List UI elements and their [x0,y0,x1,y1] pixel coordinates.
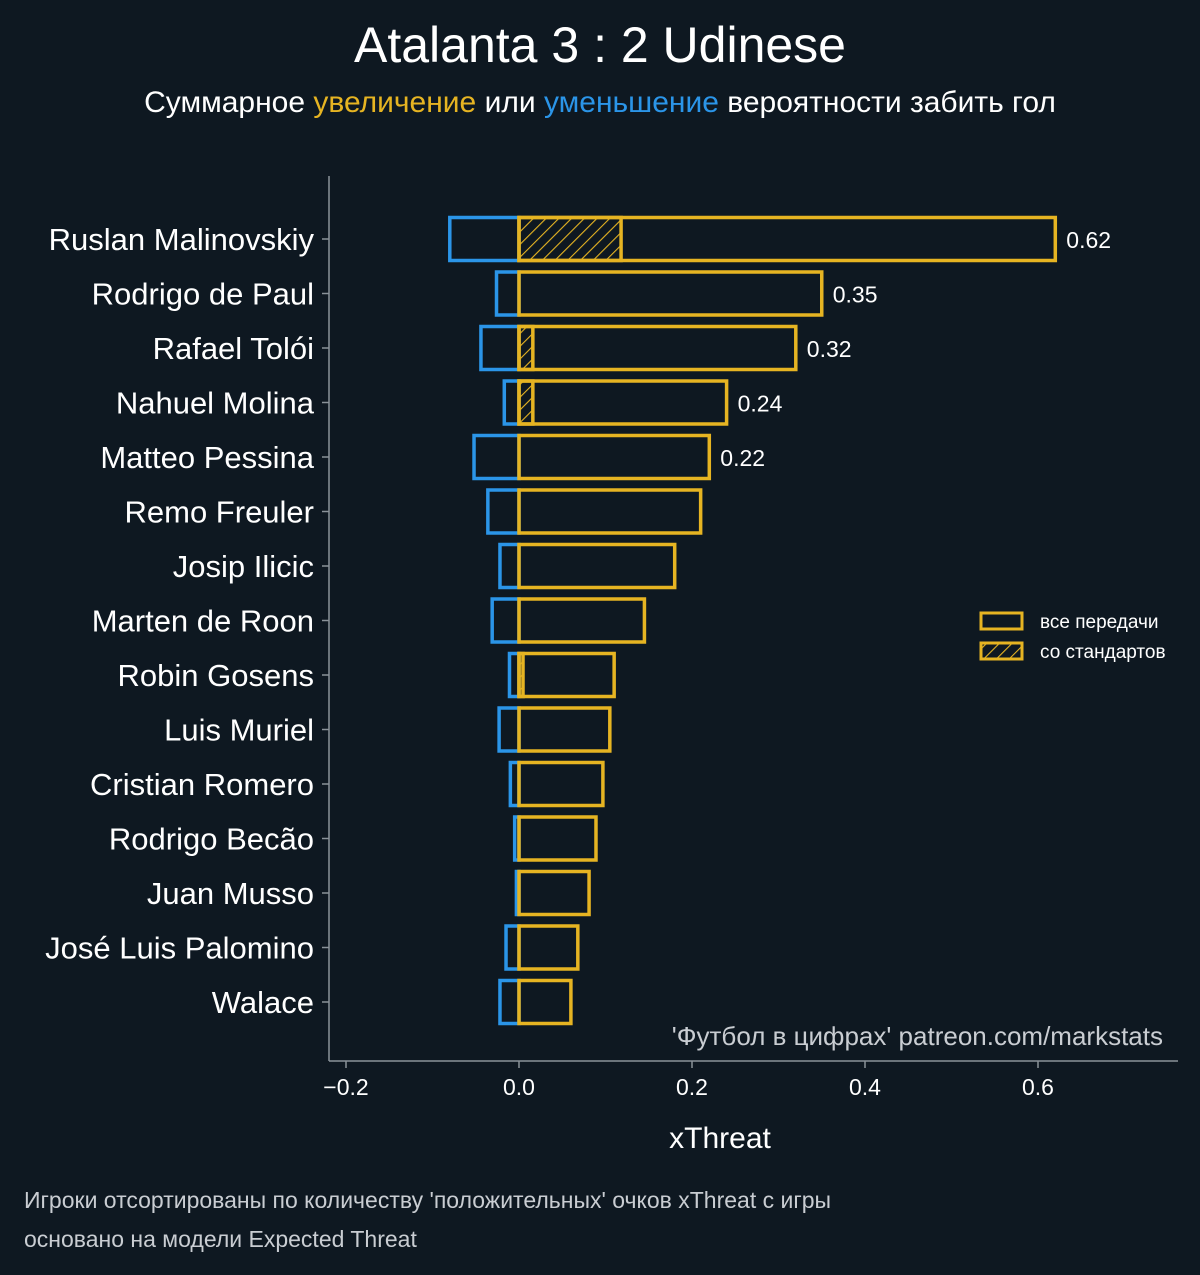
player-label: Marten de Roon [92,604,314,639]
bar-positive [517,597,647,644]
bar-set-piece [517,651,525,699]
bar-set-piece [517,379,535,426]
bar-value-label: 0.24 [738,391,783,417]
player-label: Remo Freuler [125,495,315,530]
bar-negative [472,433,521,481]
x-tick-label: 0.0 [503,1074,535,1100]
player-label: Nahuel Molina [116,386,315,421]
bar-positive [517,869,591,917]
subtitle-prefix: Суммарное [144,86,306,119]
bar-negative [502,379,521,426]
bar-value-label: 0.35 [833,282,878,308]
legend-label-set-pieces: со стандартов [1040,642,1166,663]
x-tick-label: 0.2 [676,1074,708,1100]
bar-negative [479,324,521,372]
footer-note-model: основано на модели Expected Threat [24,1226,417,1252]
player-label: Ruslan Malinovskiy [49,222,315,257]
x-tick-label: 0.4 [849,1074,881,1100]
bar-value-label: 0.62 [1066,227,1111,253]
subtitle-decrease-word: уменьшение [543,86,719,119]
bar-positive [517,815,598,862]
legend-label-all-passes: все передачи [1040,612,1159,633]
bar-negative [494,270,521,317]
player-label: Robin Gosens [118,658,314,693]
bar-positive [517,270,824,317]
player-label: Juan Musso [147,876,314,911]
x-tick-label: 0.6 [1022,1074,1054,1100]
watermark: 'Футбол в цифрах' patreon.com/markstats [672,1021,1163,1051]
player-label: Cristian Romero [90,767,314,802]
bar-negative [504,924,521,971]
footer-note-sorting: Игроки отсортированы по количеству 'поло… [24,1187,832,1213]
subtitle-increase-word: увеличение [313,86,477,119]
bar-positive [517,488,703,535]
player-label: Matteo Pessina [100,440,314,475]
subtitle-middle: или [484,86,536,119]
player-label: Rodrigo Becão [109,822,314,857]
bar-set-piece [517,215,623,263]
bar-value-label: 0.32 [807,336,852,362]
bar-positive [517,978,573,1026]
bar-positive [517,324,798,372]
bar-positive [517,542,677,590]
player-label: Luis Muriel [164,713,314,748]
bar-negative [448,215,521,263]
plot-area: −0.2 0.0 0.2 0.4 0.6 Ruslan Malinovskiy 0.62 Ro… [45,176,1178,1100]
bar-positive [517,924,580,971]
bar-negative [486,488,521,535]
legend-swatch-set-pieces [979,641,1024,661]
player-label: Rodrigo de Paul [92,277,314,312]
bar-positive [517,379,729,426]
bar-negative [498,978,521,1026]
bar-positive [517,433,712,481]
player-label: Walace [212,985,314,1020]
player-label: Rafael Tolói [153,331,314,366]
player-label: José Luis Palomino [45,931,314,966]
bar-value-label: 0.22 [720,445,765,471]
x-axis-label: xThreat [669,1122,771,1155]
bar-positive [517,706,612,753]
chart-title: Atalanta 3 : 2 Udinese [354,17,846,73]
legend: все передачи со стандартов [979,611,1166,663]
bar-positive [517,760,605,808]
bar-negative [490,597,521,644]
player-label: Josip Ilicic [173,549,314,584]
x-tick-label: −0.2 [323,1074,368,1100]
bar-positive [517,651,616,699]
bar-negative [498,542,521,590]
chart-subtitle: Суммарное увеличение или уменьшение веро… [0,86,1200,120]
bar-negative [497,706,521,753]
legend-swatch-all-passes [979,611,1024,631]
subtitle-suffix: вероятности забить гол [727,86,1056,119]
bar-set-piece [517,324,535,372]
